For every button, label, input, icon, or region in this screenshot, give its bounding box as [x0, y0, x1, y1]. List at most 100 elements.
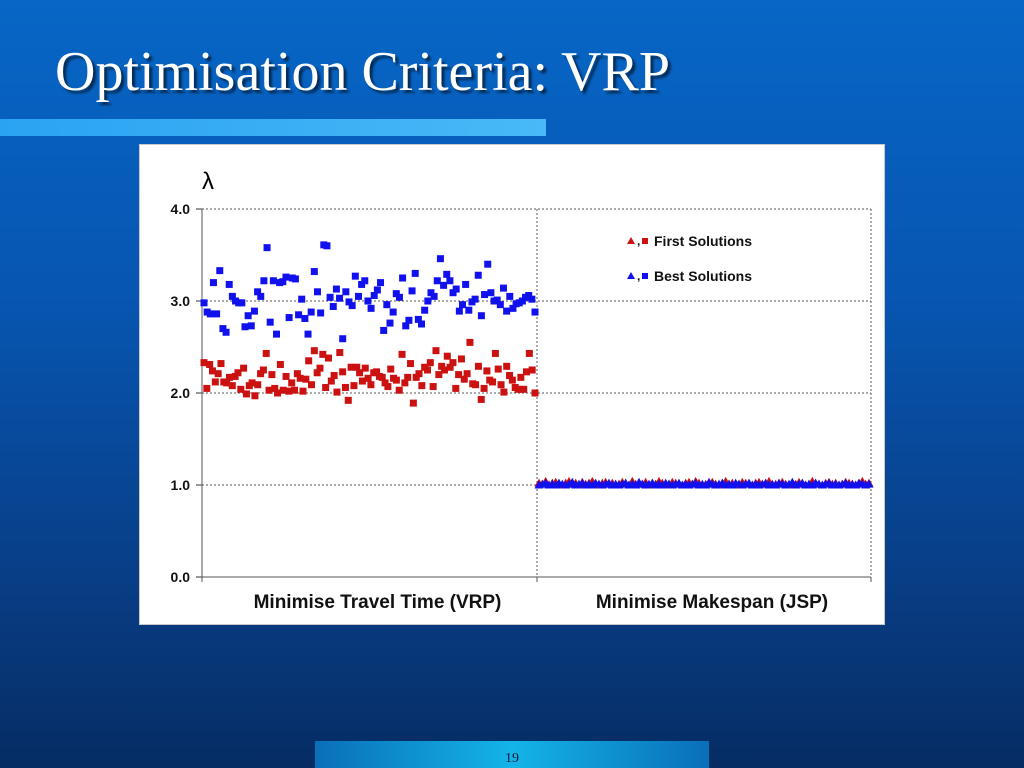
- best-solution-point: [465, 306, 473, 314]
- category-label: Minimise Travel Time (VRP): [254, 592, 502, 613]
- first-solution-point: [438, 362, 446, 370]
- first-solution-point: [231, 372, 239, 380]
- first-solution-point: [452, 384, 460, 392]
- first-solution-point: [392, 376, 400, 384]
- first-solution-point: [463, 370, 471, 378]
- best-solution-point: [399, 274, 407, 282]
- first-solution-point: [517, 373, 525, 381]
- best-solution-point: [471, 295, 479, 303]
- first-solution-point: [418, 382, 426, 390]
- best-solution-point: [247, 322, 255, 330]
- first-solution-point: [240, 364, 248, 372]
- first-solution-point: [200, 359, 208, 367]
- y-tick-label: 1.0: [171, 477, 191, 493]
- first-solution-point: [378, 373, 386, 381]
- best-solution-point: [373, 286, 381, 294]
- first-solution-point: [223, 379, 231, 387]
- best-solution-point: [269, 277, 277, 285]
- first-solution-point: [506, 372, 514, 380]
- first-solution-point: [373, 368, 381, 376]
- title-underline-bar: [0, 119, 546, 136]
- first-solution-point: [237, 385, 245, 393]
- best-solution-point: [509, 304, 517, 312]
- first-solution-point: [514, 385, 522, 393]
- first-solution-point: [364, 374, 372, 382]
- y-tick-label: 3.0: [171, 293, 191, 309]
- best-solution-point: [219, 325, 227, 333]
- first-solution-point: [268, 371, 276, 379]
- legend: , First Solutions, Best Solutions: [627, 233, 752, 284]
- best-solution-point: [244, 312, 252, 320]
- legend-label: Best Solutions: [654, 268, 752, 284]
- best-solution-point: [216, 267, 224, 275]
- best-solution-point: [361, 277, 369, 285]
- first-solution-point: [211, 378, 219, 386]
- best-solution-point: [266, 318, 274, 326]
- best-solution-point: [528, 295, 536, 303]
- best-solution-point: [332, 285, 340, 293]
- first-solution-point: [319, 350, 327, 358]
- best-solution-point: [228, 292, 236, 300]
- best-solution-point: [295, 311, 303, 319]
- y-tick-label: 0.0: [171, 569, 191, 585]
- data-points: [200, 241, 874, 489]
- first-solution-point: [531, 389, 539, 397]
- best-solution-point: [458, 301, 466, 309]
- legend-entry-best: , Best Solutions: [627, 268, 752, 284]
- first-solution-point: [234, 369, 242, 377]
- best-solution-point: [209, 279, 217, 287]
- best-solution-point: [449, 289, 457, 297]
- best-solution-point: [279, 278, 287, 286]
- best-solution-point: [518, 297, 526, 305]
- first-solution-point: [395, 386, 403, 394]
- first-solution-point: [367, 381, 375, 389]
- best-solution-point: [421, 306, 429, 314]
- first-solution-point: [455, 371, 463, 379]
- best-solution-point: [531, 308, 539, 316]
- best-solution-point: [380, 326, 388, 334]
- first-solution-point: [398, 350, 406, 358]
- first-solution-point: [353, 363, 361, 371]
- first-solution-point: [279, 386, 287, 394]
- first-solution-point: [228, 382, 236, 390]
- first-solution-point: [483, 367, 491, 375]
- first-solution-point: [457, 355, 465, 363]
- first-solution-point: [426, 359, 434, 367]
- first-solution-point: [322, 383, 330, 391]
- first-solution-point: [449, 359, 457, 367]
- legend-entry-first: , First Solutions: [627, 233, 752, 249]
- best-solution-point: [414, 315, 422, 323]
- legend-marker-separator: ,: [637, 234, 640, 248]
- first-solution-point: [274, 389, 282, 397]
- first-solution-point: [443, 352, 451, 360]
- best-solution-point: [307, 308, 315, 316]
- first-solution-point: [508, 376, 516, 384]
- best-solution-point: [213, 310, 221, 318]
- best-solution-point: [474, 271, 482, 279]
- first-solution-point: [381, 379, 389, 387]
- best-solution-point: [402, 322, 410, 330]
- first-solution-point: [206, 360, 214, 368]
- best-solution-point: [238, 299, 246, 307]
- first-solution-point: [341, 383, 349, 391]
- first-solution-point: [316, 364, 324, 372]
- first-solution-point: [435, 371, 443, 379]
- first-solution-point: [407, 360, 415, 368]
- best-solution-point: [364, 297, 372, 305]
- best-solution-point: [222, 328, 230, 336]
- first-solution-point: [242, 390, 250, 398]
- first-solution-point: [257, 370, 265, 378]
- first-solution-point: [429, 383, 437, 391]
- first-solution-point: [324, 354, 332, 362]
- best-solution-point: [864, 479, 874, 488]
- best-solution-point: [273, 330, 281, 338]
- best-solution-point: [354, 292, 362, 300]
- first-solution-point: [432, 347, 440, 355]
- first-solution-point: [361, 364, 369, 372]
- best-solution-point: [430, 292, 438, 300]
- first-solution-point: [262, 349, 270, 357]
- first-solution-point: [344, 396, 352, 404]
- first-solution-point: [282, 372, 290, 380]
- best-solution-point: [503, 307, 511, 315]
- best-solution-point: [358, 280, 366, 288]
